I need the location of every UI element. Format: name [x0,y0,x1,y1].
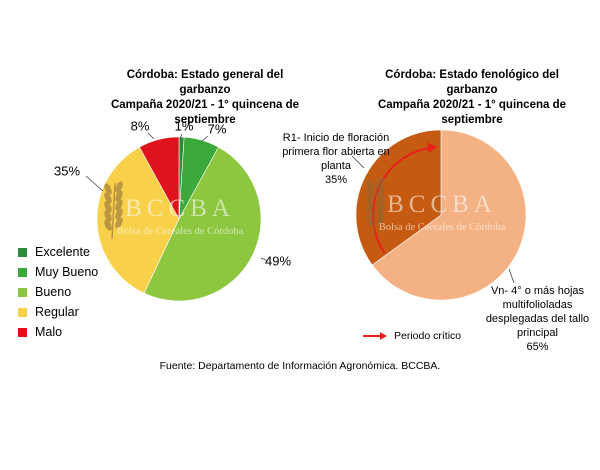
watermark-brand: BCCBA [125,195,235,222]
legend-swatch [18,327,27,337]
pie2-leader-line [351,155,365,169]
vn-callout-line: Vn- 4° o más hojas [490,285,585,297]
pie1-data-label: 7% [208,121,227,136]
legend-item-muy-bueno: Muy Bueno [18,262,98,282]
r1-callout-percent: 35% [324,174,348,186]
legend-swatch [18,287,27,297]
chart1-subtitle: Campaña 2020/21 - 1° quincena de septiem… [110,99,300,126]
vn-callout-percent: 65% [526,341,549,353]
bccba-watermark: BCCBA Bolsa de Cereales de Córdoba [104,181,244,240]
legend-swatch [18,267,27,277]
critical-period-arrowhead [427,142,438,153]
pie2-slice-r1 [355,129,442,266]
pie1-data-label: 8% [131,118,150,133]
pie1-leader-line [147,132,155,140]
critical-period-legend: Periodo crítico [362,330,461,342]
source-note: Fuente: Departamento de Información Agro… [159,360,441,372]
pie1-data-label: 35% [54,163,80,178]
legend-item-regular: Regular [18,302,98,322]
red-arrow-icon [363,332,387,340]
legend-item-malo: Malo [18,322,98,342]
legend-swatch [18,247,27,257]
chart2-subtitle: Campaña 2020/21 - 1° quincena de septiem… [377,99,567,126]
legend-swatch [18,307,27,317]
chart2-title-block: Córdoba: Estado fenológico del garbanzo … [362,68,582,128]
pie1-leader-line [201,135,209,142]
watermark-subtitle: Bolsa de Cereales de Córdoba [379,222,506,233]
legend-label: Bueno [35,285,72,299]
vn-callout-line: principal [517,327,558,339]
chart1-legend: Excelente Muy Bueno Bueno Regular Malo [18,242,98,342]
bccba-watermark: BCCBA Bolsa de Cereales de Córdoba [366,177,506,236]
pie2-leader-line [508,268,515,284]
pie1-leader-line [179,133,183,140]
legend-label: Muy Bueno [35,265,99,279]
vn-callout-line: multifolioladas [502,299,573,311]
watermark-brand: BCCBA [387,191,497,218]
r1-callout: R1- Inicio de floración primera flor abi… [278,131,394,187]
chart1-title: Córdoba: Estado general del garbanzo [126,69,284,96]
r1-callout-line: primera flor abierta en [282,146,390,158]
watermark-subtitle: Bolsa de Cereales de Córdoba [117,226,244,237]
pie1-data-label: 49% [265,253,291,268]
legend-label: Malo [35,325,63,339]
legend-item-excelente: Excelente [18,242,98,262]
pie1-leader-line [260,257,269,262]
legend-label: Regular [35,305,79,319]
r1-callout-line: R1- Inicio de floración [282,132,390,144]
pie2-slice-vn [371,129,527,301]
vn-callout-line: desplegadas del tallo [485,313,590,325]
chart2-title: Córdoba: Estado fenológico del garbanzo [385,69,559,96]
legend-item-bueno: Bueno [18,282,98,302]
pie1-slice-malo [139,136,180,220]
r1-callout-line: planta [321,160,351,172]
chart1-title-block: Córdoba: Estado general del garbanzo Cam… [100,68,310,128]
legend-label: Excelente [35,245,90,259]
pie1-data-label: 1% [175,118,194,133]
pie1-leader-line [85,175,104,192]
pie1-slice-bueno [143,146,262,302]
critical-period-label: Periodo crítico [394,330,462,342]
vn-callout: Vn- 4° o más hojas multifolioladas despl… [470,284,600,354]
